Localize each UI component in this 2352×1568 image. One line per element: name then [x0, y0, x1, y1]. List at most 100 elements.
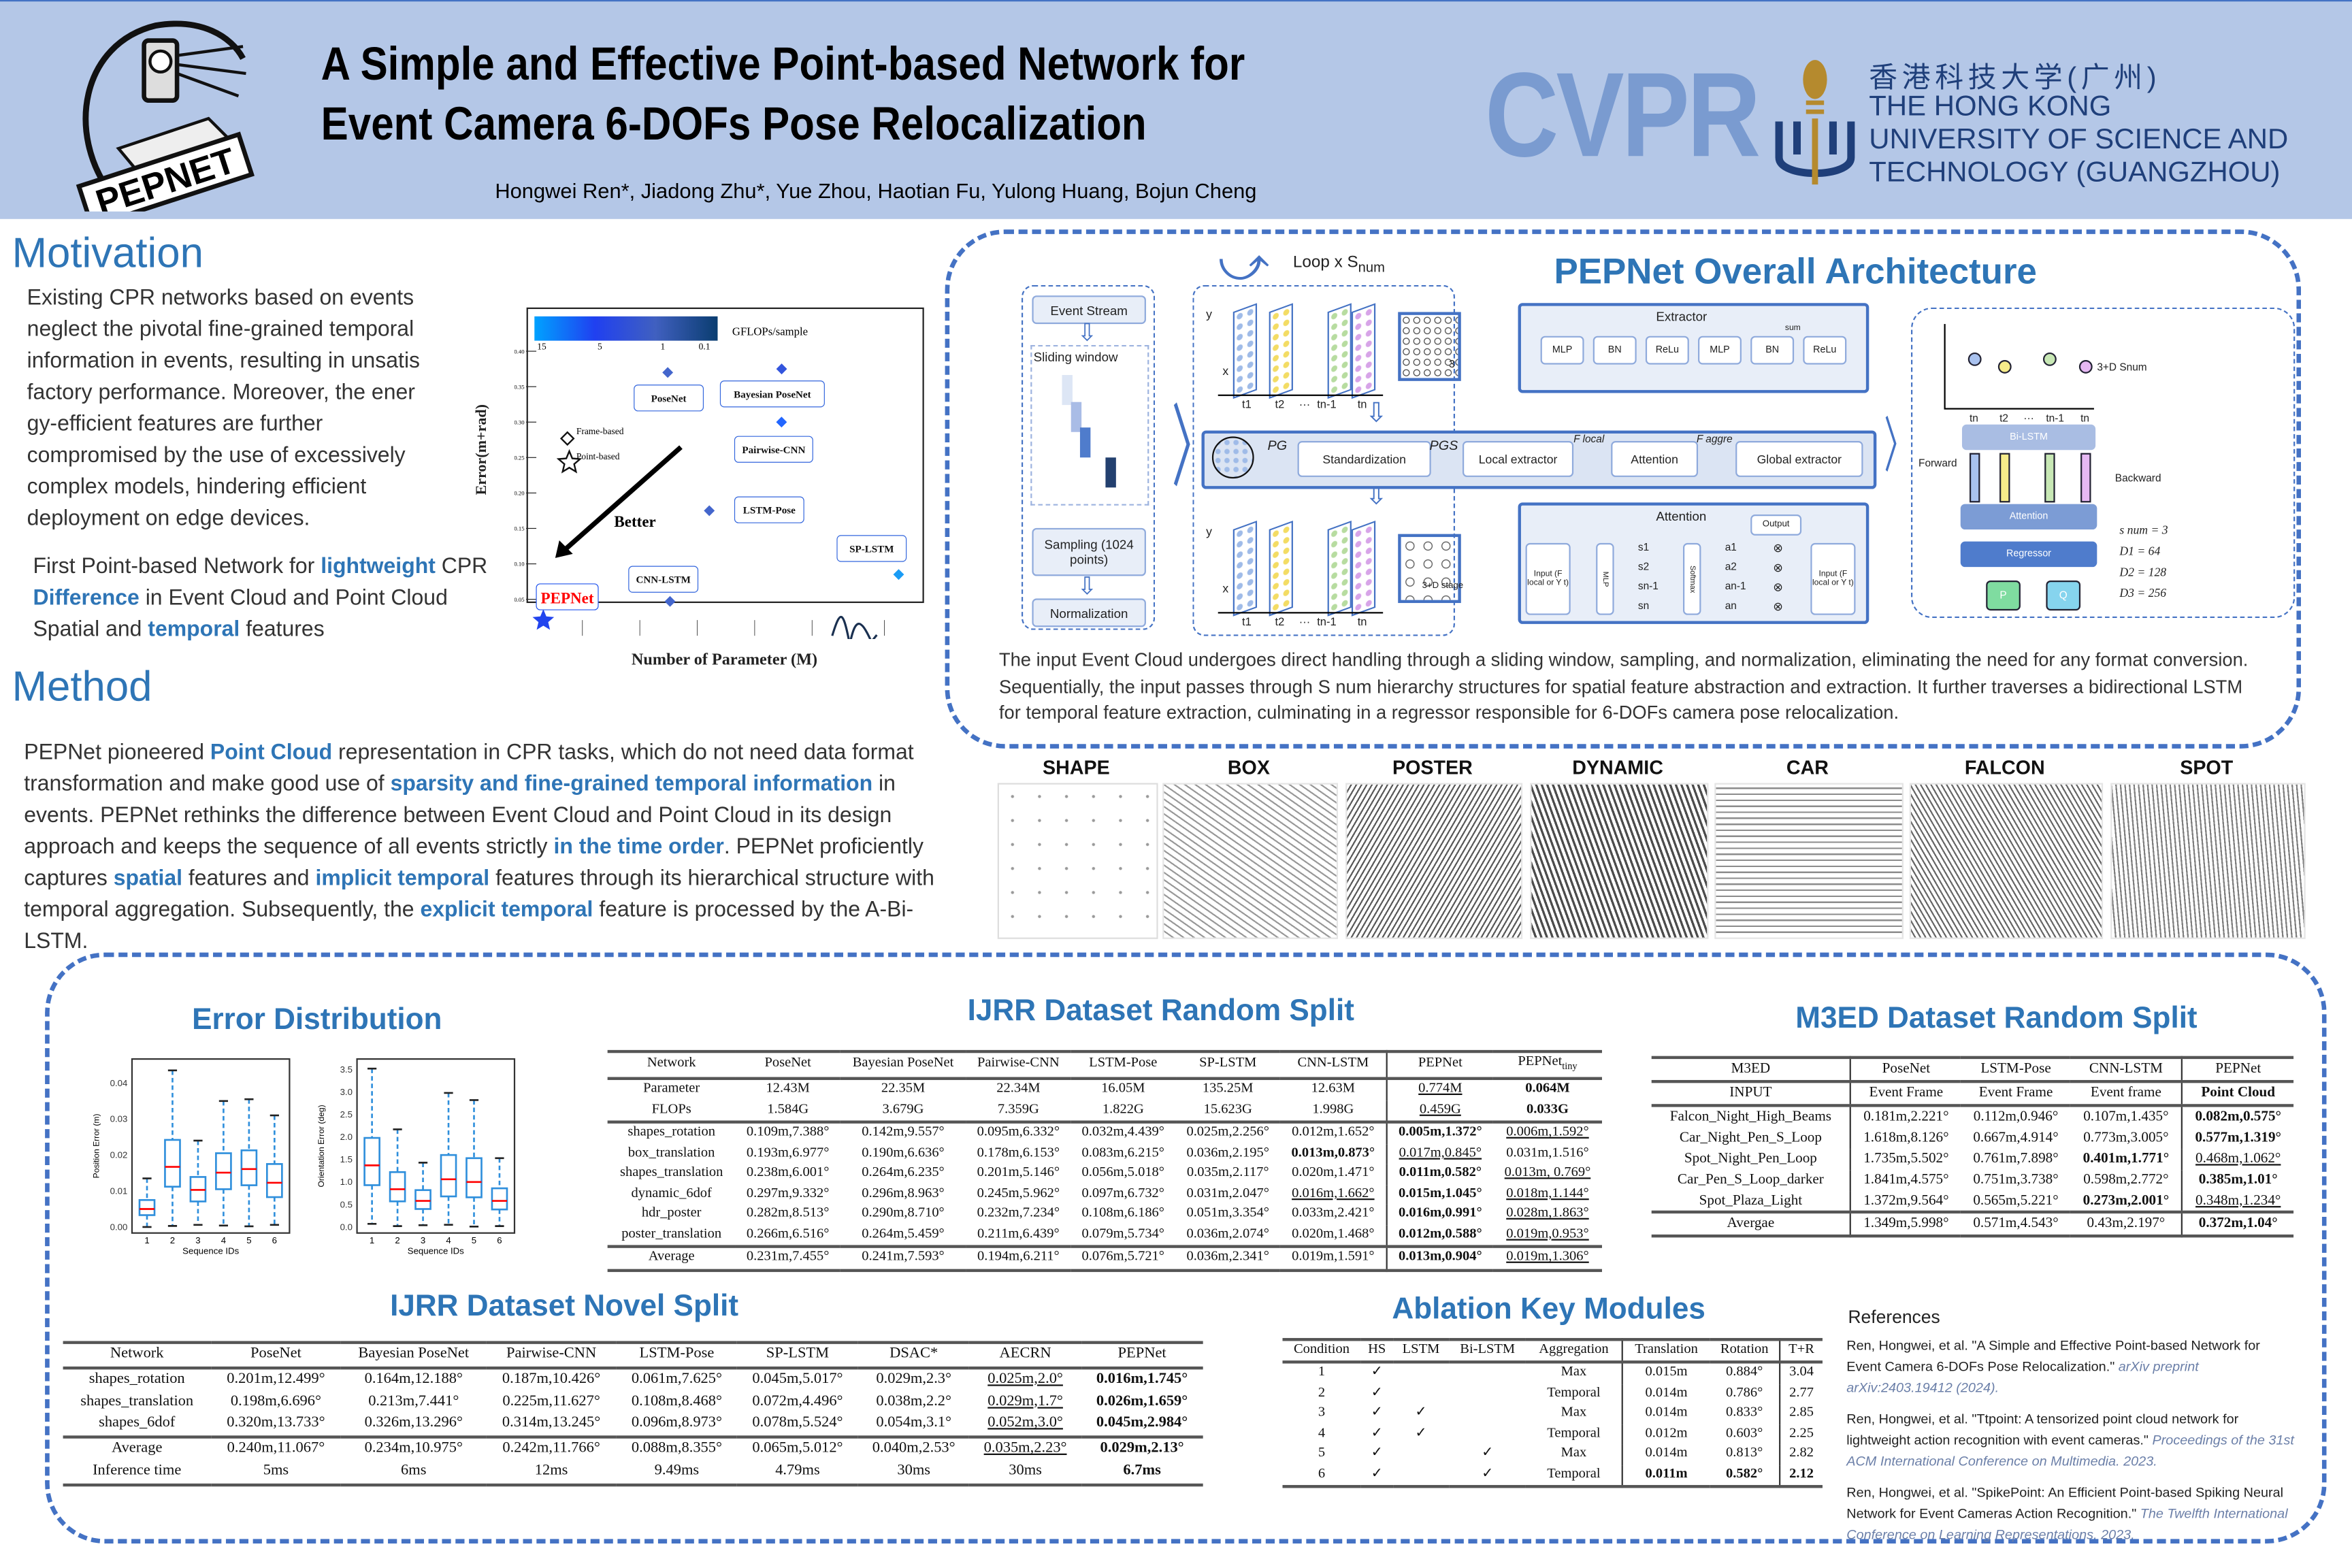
table-cell: 0.751m,3.738° [1973, 1171, 2059, 1188]
table-cell: shapes_translation [619, 1166, 723, 1181]
table-cell: Inference time [93, 1462, 182, 1480]
table-cell: 0.014m [1621, 1384, 1710, 1405]
better-arrowhead [555, 540, 572, 559]
y-tick-label: 0.01 [110, 1186, 128, 1196]
table-cell: 0.108m,6.186° [1081, 1206, 1165, 1222]
point-bayesian-posenet [775, 364, 787, 375]
table-cell: Event frame [2090, 1084, 2161, 1101]
table-cell: 0.013m,0.904° [1386, 1247, 1494, 1271]
table-cell: 0.603° [1726, 1426, 1763, 1442]
highlight-text: sparsity and fine-grained temporal infor… [390, 772, 873, 797]
table-row: 6 ✓ ✓ Temporal 0.011m 0.582° 2.12 [1282, 1465, 1823, 1488]
column-header: PEPNet [1386, 1051, 1494, 1079]
table-cell: 0.211m,6.439° [977, 1226, 1060, 1242]
table-cell: 0.297m,9.332° [746, 1186, 830, 1201]
table-header: Network PoseNet Bayesian PoseNet Pairwise-C… [607, 1051, 1602, 1079]
x-tick-label: 1 [370, 1235, 374, 1245]
reference-venue: Proceedings of the 31st ACM Internationa… [1846, 1432, 2294, 1469]
m3ed-title: M3ED Dataset Random Split [1795, 1002, 2198, 1035]
table-cell: 0.029m,2.3° [876, 1371, 952, 1388]
table-cell: Spot_Plaza_Light [1699, 1192, 1803, 1209]
table-cell: INPUT [1729, 1084, 1772, 1101]
point-pairwise-cnn [775, 417, 787, 429]
dataset-image-falcon [1909, 783, 2104, 939]
better-label: Better [614, 513, 655, 531]
table-cell: 3.04 [1778, 1362, 1823, 1385]
table-cell: 0.193m,6.977° [746, 1145, 830, 1161]
table-cell: 0.012m,0.588° [1386, 1225, 1494, 1247]
table-cell: Falcon_Night_High_Beams [1669, 1108, 1832, 1125]
table-cell: 3.679G [882, 1102, 924, 1117]
colorbar-tick: 1 [660, 342, 665, 352]
text-segment: representation in CPR tasks, which do no… [24, 740, 914, 797]
dataset-image-car [1714, 783, 1904, 939]
table-cell [1393, 1362, 1449, 1384]
table-cell: 3 [1318, 1406, 1326, 1422]
table-row: 4 ✓ ✓ Temporal 0.012m 0.603° 2.25 [1283, 1424, 1823, 1446]
table-cell: 0.029m,2.13° [1100, 1440, 1184, 1457]
point-label-box [627, 566, 698, 593]
table-cell: 0.032m,4.439° [1081, 1125, 1165, 1141]
column-header: Translation [1621, 1339, 1710, 1363]
reference-venue: The Twelfth International Conference on … [1846, 1505, 2288, 1542]
dataset-image-spot [2110, 783, 2306, 939]
iqr-box [414, 1189, 431, 1210]
table-row: Average 0.240m,11.067° 0.234m,10.975° 0.242… [63, 1437, 1203, 1461]
references-list: Ren, Hongwei, et al. "A Simple and Effec… [1846, 1335, 2296, 1556]
poster-title: A Simple and Effective Point-based Netwo… [321, 35, 1245, 154]
table-cell: 30ms [1009, 1462, 1042, 1480]
table-cell [1449, 1425, 1526, 1446]
column-header-sub: tiny [1562, 1062, 1578, 1073]
table-row: INPUT Event Frame Event Frame Event frame Po… [1651, 1081, 2294, 1106]
table-cell: 5ms [263, 1462, 289, 1480]
column-header: HS [1368, 1342, 1386, 1358]
x-tick-label: 4 [446, 1235, 451, 1245]
point-label-box [836, 536, 906, 563]
dataset-label: POSTER [1392, 755, 1473, 779]
y-tick-label: 1.0 [340, 1177, 353, 1187]
ijrr-novel-title: IJRR Dataset Novel Split [390, 1290, 739, 1324]
table-cell: 0.017m,0.845° [1386, 1144, 1494, 1165]
table-cell: 0.582° [1726, 1467, 1763, 1482]
table-cell: 0.076m,5.721° [1081, 1250, 1165, 1265]
y-tick-label: 0.30 [514, 419, 524, 426]
table-cell: 12ms [534, 1462, 568, 1480]
column-header: Pairwise-CNN [506, 1345, 597, 1362]
cvpr-logo: CVPR [1485, 48, 1761, 182]
column-header: LSTM-Pose [1089, 1056, 1158, 1072]
table-cell: 1.735m,5.502° [1850, 1148, 1961, 1170]
table-cell: shapes_translation [80, 1392, 194, 1409]
table-cell: 0.016m,1.662° [1292, 1186, 1375, 1201]
point-label: PoseNet [651, 394, 686, 405]
table-cell: ✓ [1371, 1365, 1383, 1381]
table-cell: 5 [1318, 1446, 1326, 1462]
table-cell: 0.273m,2.001° [2082, 1192, 2170, 1209]
text-segment: features through its hierarchical struct… [24, 866, 934, 923]
iqr-box [240, 1149, 258, 1186]
pepnet-logo: PEPNET [76, 20, 255, 212]
y-tick-label: 0.25 [514, 455, 524, 461]
reference-text: Ren, Hongwei, et al. "SpikePoint: An Eff… [1846, 1485, 2284, 1521]
table-cell: 0.012m,1.652° [1292, 1125, 1375, 1141]
column-header: PoseNet [764, 1056, 811, 1072]
boxplot-frame [131, 1058, 291, 1234]
header-row: Condition HS LSTM Bi-LSTM Aggregation Transla… [1282, 1339, 1823, 1363]
table-cell: 6.7ms [1123, 1462, 1161, 1480]
y-tick-label: 0.5 [340, 1199, 353, 1209]
y-tick-label: 3.0 [340, 1087, 353, 1097]
table-cell: 0.181m,2.221° [1850, 1105, 1961, 1128]
table-row: shapes_rotation 0.109m,7.388° 0.142m,9.557… [608, 1122, 1602, 1145]
table-cell: 0.194m,6.211° [977, 1250, 1060, 1265]
table-cell: Temporal [1547, 1467, 1601, 1482]
table-cell: 0.065m,5.012° [752, 1440, 843, 1457]
table-cell: 0.282m,8.513° [746, 1206, 830, 1222]
reference-text: Ren, Hongwei, et al. "A Simple and Effec… [1846, 1338, 2260, 1374]
table-cell: 2 [1318, 1386, 1326, 1401]
references-title: References [1848, 1306, 1940, 1328]
table-row: shapes_rotation 0.201m,12.499° 0.164m,12.1… [63, 1368, 1203, 1392]
table-cell: 0.884° [1726, 1365, 1763, 1381]
poster-header: PEPNET A Simple and Effective Point-base… [0, 0, 2352, 219]
table-cell: 0.401m,1.771° [2082, 1149, 2170, 1167]
table-cell: 0.178m,6.153° [977, 1145, 1060, 1161]
highlight-text: explicit temporal [420, 898, 593, 923]
